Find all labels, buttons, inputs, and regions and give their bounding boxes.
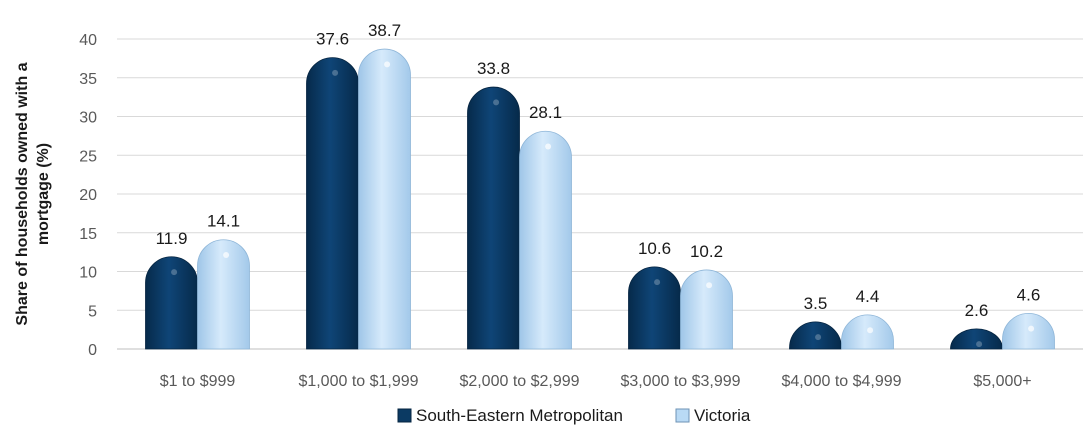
bar-highlight: [171, 269, 178, 276]
y-axis-ticks: 0 5 10 15 20 25 30 35 40: [79, 32, 97, 359]
data-label: 3.5: [804, 294, 828, 313]
bar-victoria: [519, 130, 572, 350]
bar-victoria: [358, 48, 411, 350]
bar-south-eastern-metropolitan: [628, 266, 681, 350]
x-tick-label: $5,000+: [973, 373, 1031, 390]
bar-highlight: [815, 334, 822, 341]
bar-victoria: [1002, 312, 1055, 350]
data-label: 28.1: [529, 103, 562, 122]
data-label: 37.6: [316, 30, 349, 49]
bar-highlight: [976, 341, 983, 348]
legend-swatch: [397, 408, 412, 423]
data-label: 10.6: [638, 239, 671, 258]
y-tick-label: 5: [88, 303, 97, 320]
bar-highlight: [384, 61, 391, 68]
bar-highlight: [493, 99, 500, 106]
data-label: 33.8: [477, 59, 510, 78]
x-tick-label: $1 to $999: [160, 373, 236, 390]
x-tick-label: $2,000 to $2,999: [459, 373, 579, 390]
bar-highlight: [332, 69, 339, 76]
y-tick-label: 10: [79, 265, 97, 282]
bar-south-eastern-metropolitan: [789, 321, 842, 350]
y-axis-title: Share of households owned with a mortgage…: [14, 62, 52, 325]
y-tick-label: 20: [79, 187, 97, 204]
x-tick-label: $4,000 to $4,999: [781, 373, 901, 390]
bar-highlight: [706, 282, 713, 289]
bars: [145, 48, 1055, 350]
data-label: 11.9: [156, 229, 188, 248]
data-label: 14.1: [207, 212, 240, 231]
legend: South-Eastern Metropolitan Victoria: [397, 406, 751, 425]
data-label: 4.4: [856, 287, 880, 306]
bar-victoria: [680, 269, 733, 350]
bar-highlight: [1028, 325, 1035, 332]
x-tick-label: $1,000 to $1,999: [298, 373, 418, 390]
bar-south-eastern-metropolitan: [306, 57, 359, 350]
bar-highlight: [545, 143, 552, 150]
data-label: 4.6: [1017, 285, 1041, 304]
y-axis-title-line: mortgage (%): [35, 143, 52, 245]
bar-south-eastern-metropolitan: [467, 86, 520, 350]
y-tick-label: 0: [88, 342, 97, 359]
y-tick-label: 40: [79, 32, 97, 49]
bar-victoria: [841, 314, 894, 350]
y-tick-label: 35: [79, 71, 97, 88]
bar-victoria: [197, 239, 250, 350]
data-label: 10.2: [690, 242, 723, 261]
bar-highlight: [223, 252, 230, 259]
bar-south-eastern-metropolitan: [950, 328, 1003, 350]
gridlines: [117, 38, 1083, 350]
y-tick-label: 30: [79, 110, 97, 127]
bar-south-eastern-metropolitan: [145, 256, 198, 350]
bar-highlight: [654, 279, 661, 286]
legend-swatch: [675, 408, 690, 423]
legend-label: South-Eastern Metropolitan: [416, 406, 623, 425]
data-labels: 11.9 14.1 37.6 38.7 33.8 28.1 10.6 10.2 3.5 4.4 2.…: [156, 21, 1041, 320]
legend-label: Victoria: [694, 406, 751, 425]
y-axis-title-line: Share of households owned with a: [14, 62, 31, 325]
x-axis-ticks: $1 to $999 $1,000 to $1,999 $2,000 to $2,9…: [160, 373, 1032, 390]
bar-highlight: [867, 327, 874, 334]
y-tick-label: 15: [79, 226, 97, 243]
data-label: 38.7: [368, 21, 401, 40]
y-tick-label: 25: [79, 148, 97, 165]
x-tick-label: $3,000 to $3,999: [620, 373, 740, 390]
data-label: 2.6: [965, 301, 989, 320]
